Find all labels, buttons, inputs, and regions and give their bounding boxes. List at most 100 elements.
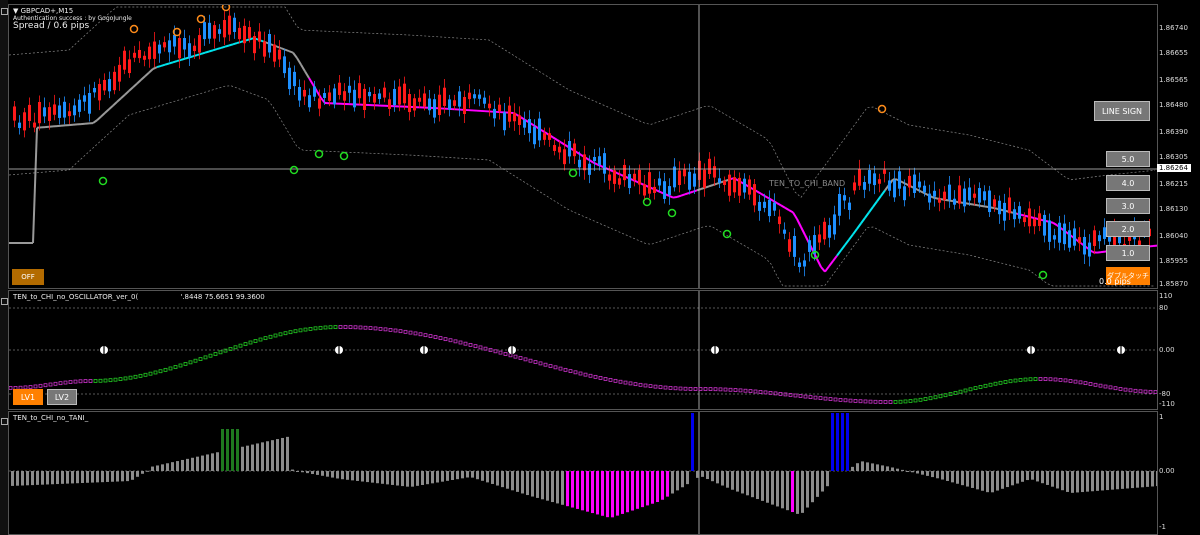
osc-dot xyxy=(998,380,1003,385)
candle-body xyxy=(893,180,896,198)
candle-body xyxy=(1013,209,1016,220)
histogram-bar xyxy=(731,471,734,490)
osc-dot xyxy=(928,396,933,401)
osc-dot xyxy=(878,400,883,404)
osc-dot xyxy=(483,346,488,351)
candle-body xyxy=(128,59,131,74)
osc-dot xyxy=(648,384,653,388)
candle-body xyxy=(118,64,121,82)
candle-body xyxy=(573,143,576,157)
osc-dot xyxy=(1113,386,1118,391)
osc-dot xyxy=(248,340,253,345)
osc-dot xyxy=(168,366,173,371)
ma-line-segment xyxy=(684,192,690,196)
main-price-chart[interactable]: ▼ GBPCAD+,M15 Authentication success : b… xyxy=(8,4,1158,289)
level-button-4[interactable]: 4.0 xyxy=(1106,175,1150,191)
candle-body xyxy=(68,111,71,117)
histogram-bar xyxy=(281,437,284,471)
histogram-bar xyxy=(546,471,549,501)
histogram-bar xyxy=(556,471,559,504)
toolbar-square-icon[interactable] xyxy=(1,8,8,15)
osc-dot xyxy=(813,395,818,400)
candle-body xyxy=(638,169,641,185)
histogram-bar xyxy=(1041,471,1044,484)
ma-line-segment xyxy=(180,57,186,61)
osc-dot xyxy=(533,360,538,364)
candle-body xyxy=(958,185,961,204)
ma-line-segment xyxy=(236,40,242,45)
candle-body xyxy=(903,186,906,201)
histogram-pane[interactable]: TEN_to_CHI_no_TANI_ xyxy=(8,411,1158,535)
histogram-bar xyxy=(76,471,79,484)
histogram-bar xyxy=(896,468,899,471)
toolbar-square-icon[interactable] xyxy=(1,418,8,425)
candle-body xyxy=(403,83,406,104)
candle-body xyxy=(1048,220,1051,242)
candle-body xyxy=(713,166,716,178)
ma-line-segment xyxy=(692,189,698,193)
ma-line-segment xyxy=(292,52,298,59)
ma-line-segment xyxy=(764,195,770,200)
osc-dot xyxy=(908,399,913,403)
ma-line-segment xyxy=(156,64,162,69)
candle-body xyxy=(943,191,946,201)
level-button-5[interactable]: 5.0 xyxy=(1106,151,1150,167)
histogram-bar xyxy=(1086,471,1089,492)
candle-body xyxy=(413,98,416,111)
osc-dot xyxy=(333,325,338,329)
histogram-bar xyxy=(861,461,864,471)
candle-body xyxy=(483,97,486,104)
toolbar-square-icon[interactable] xyxy=(1,298,8,305)
osc-dot xyxy=(363,325,368,330)
osc-dot xyxy=(848,398,853,403)
osc-dot xyxy=(1083,381,1088,386)
lv2-button[interactable]: LV2 xyxy=(47,389,77,405)
off-button[interactable]: OFF xyxy=(12,269,44,285)
candle-body xyxy=(1068,230,1071,248)
histogram-bar xyxy=(1036,471,1039,482)
histogram-bar xyxy=(1141,471,1144,488)
candle-body xyxy=(808,240,811,252)
histogram-bar xyxy=(361,471,364,482)
line-sign-button[interactable]: LINE SIGN xyxy=(1094,101,1150,121)
osc-dot xyxy=(163,367,168,372)
candle-body xyxy=(183,38,186,50)
candle-body xyxy=(343,91,346,101)
histogram-bar xyxy=(1001,471,1004,489)
histogram-bar xyxy=(271,440,274,471)
level-button-1[interactable]: 1.0 xyxy=(1106,245,1150,261)
dropdown-triangle-icon[interactable]: ▼ xyxy=(13,7,19,15)
histogram-bar xyxy=(336,471,339,479)
osc-dot xyxy=(433,335,438,339)
lv1-button[interactable]: LV1 xyxy=(13,389,43,405)
osc-dot xyxy=(538,361,543,366)
double-touch-button[interactable]: ダブルタッチ xyxy=(1106,267,1150,285)
candle-body xyxy=(168,40,171,53)
histogram-bar xyxy=(996,471,999,491)
osc-dot xyxy=(583,372,588,377)
ma-line-segment xyxy=(836,249,842,257)
histogram-bar xyxy=(596,471,599,515)
histogram-bar xyxy=(1071,471,1074,493)
level-button-2[interactable]: 2.0 xyxy=(1106,221,1150,237)
histogram-bar xyxy=(1121,471,1124,489)
osc-dot xyxy=(1033,377,1038,381)
histogram-bar xyxy=(416,471,419,486)
candle-body xyxy=(1063,223,1066,245)
osc-dot xyxy=(673,386,678,391)
osc-dot xyxy=(478,345,483,350)
osc-dot xyxy=(438,336,443,340)
osc-dot xyxy=(833,397,838,402)
histogram-bar xyxy=(961,471,964,486)
osc-dot xyxy=(938,394,943,399)
candle-body xyxy=(1088,242,1091,257)
oscillator-pane[interactable]: TEN_to_CHI_no_OSCILLATOR_ver_0( '.8448 7… xyxy=(8,290,1158,410)
histogram-bar xyxy=(901,469,904,471)
osc-dot xyxy=(888,400,893,404)
level-button-3[interactable]: 3.0 xyxy=(1106,198,1150,214)
osc-dot xyxy=(413,331,418,336)
histogram-bar xyxy=(1096,471,1099,491)
osc-dot xyxy=(803,394,808,399)
candle-body xyxy=(818,234,821,243)
ma-line-segment xyxy=(792,211,798,220)
